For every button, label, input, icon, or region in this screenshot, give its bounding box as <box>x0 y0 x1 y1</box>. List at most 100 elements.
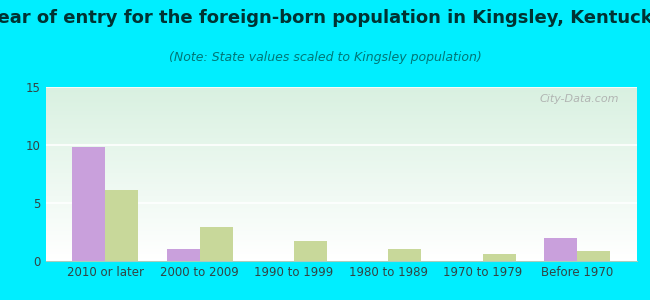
Bar <box>46 187 637 188</box>
Bar <box>46 99 637 100</box>
Bar <box>46 201 637 202</box>
Bar <box>46 117 637 118</box>
Bar <box>46 250 637 252</box>
Bar <box>294 241 327 261</box>
Bar <box>46 154 637 155</box>
Bar <box>46 200 637 201</box>
Bar <box>46 259 637 260</box>
Bar <box>46 96 637 98</box>
Bar <box>46 153 637 154</box>
Bar <box>46 150 637 151</box>
Bar <box>46 190 637 191</box>
Bar <box>46 237 637 238</box>
Bar <box>46 92 637 93</box>
Bar <box>46 249 637 250</box>
Bar <box>46 229 637 230</box>
Bar <box>46 157 637 158</box>
Bar <box>46 260 637 261</box>
Bar <box>46 257 637 259</box>
Bar <box>46 212 637 213</box>
Bar <box>46 161 637 162</box>
Bar <box>46 88 637 89</box>
Bar <box>46 159 637 160</box>
Bar <box>46 118 637 119</box>
Bar <box>46 125 637 126</box>
Bar <box>46 131 637 132</box>
Bar <box>46 173 637 174</box>
Bar <box>46 91 637 92</box>
Bar <box>46 167 637 168</box>
Bar <box>46 128 637 129</box>
Bar <box>46 158 637 159</box>
Bar <box>46 103 637 104</box>
Bar <box>46 202 637 203</box>
Bar <box>46 134 637 135</box>
Bar <box>46 100 637 101</box>
Bar <box>46 143 637 144</box>
Bar <box>389 249 421 261</box>
Bar <box>46 234 637 236</box>
Bar <box>46 205 637 206</box>
Bar <box>46 160 637 161</box>
Bar <box>46 172 637 173</box>
Bar <box>46 169 637 170</box>
Bar <box>46 107 637 108</box>
Bar <box>46 124 637 125</box>
Bar <box>46 87 637 88</box>
Text: Year of entry for the foreign-born population in Kingsley, Kentucky: Year of entry for the foreign-born popul… <box>0 9 650 27</box>
Bar <box>46 132 637 134</box>
Bar <box>46 151 637 152</box>
Bar <box>46 210 637 211</box>
Bar <box>46 242 637 244</box>
Bar <box>46 253 637 254</box>
Bar <box>46 136 637 137</box>
Bar <box>46 147 637 148</box>
Bar <box>46 208 637 209</box>
Bar <box>46 233 637 234</box>
Bar <box>46 213 637 214</box>
Bar <box>46 224 637 225</box>
Bar <box>46 206 637 208</box>
Bar <box>46 138 637 139</box>
Bar <box>46 164 637 165</box>
Bar <box>46 188 637 189</box>
Bar <box>46 142 637 143</box>
Bar <box>46 247 637 248</box>
Bar <box>483 254 516 261</box>
Bar <box>46 227 637 229</box>
Bar <box>46 195 637 196</box>
Bar <box>46 106 637 107</box>
Bar <box>46 246 637 247</box>
Bar <box>46 146 637 147</box>
Bar <box>46 162 637 164</box>
Bar <box>46 116 637 117</box>
Bar <box>46 115 637 116</box>
Bar <box>46 176 637 178</box>
Bar <box>46 245 637 246</box>
Bar <box>46 165 637 166</box>
Bar <box>46 170 637 172</box>
Bar <box>46 89 637 91</box>
Bar <box>46 175 637 176</box>
Bar <box>46 223 637 224</box>
Bar <box>46 98 637 99</box>
Bar <box>46 244 637 245</box>
Bar <box>46 231 637 232</box>
Bar <box>46 155 637 157</box>
Bar <box>46 218 637 219</box>
Bar <box>46 168 637 169</box>
Bar <box>46 139 637 140</box>
Bar <box>46 191 637 193</box>
Bar <box>46 196 637 197</box>
Bar <box>200 227 233 261</box>
Bar <box>46 219 637 220</box>
Bar <box>46 204 637 205</box>
Bar <box>46 94 637 95</box>
Bar <box>46 166 637 167</box>
Bar <box>46 238 637 239</box>
Bar <box>46 123 637 124</box>
Bar <box>46 114 637 115</box>
Bar <box>46 248 637 249</box>
Bar <box>46 122 637 123</box>
Bar <box>46 189 637 190</box>
